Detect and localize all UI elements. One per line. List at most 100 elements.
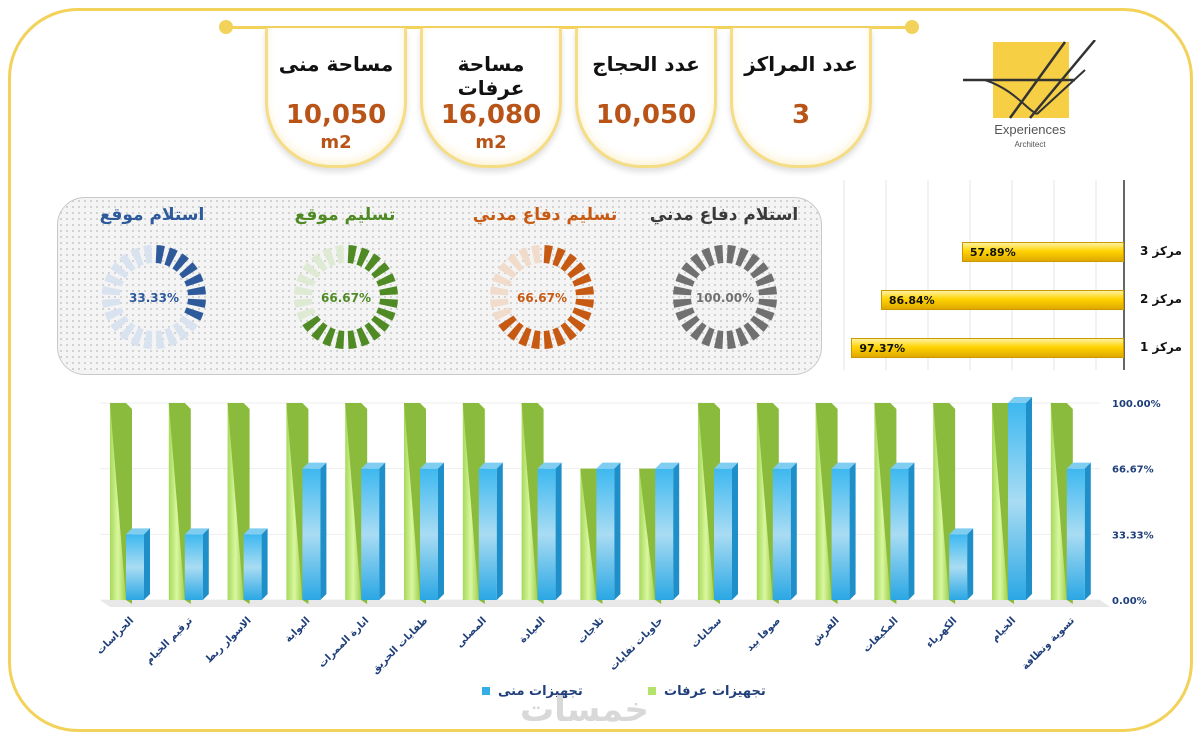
kpi-unit: m2: [475, 132, 507, 153]
gauge-title-civil-receive: استلام دفاع مدني: [649, 205, 799, 225]
gauge-segment: [560, 322, 577, 341]
bar-mina-side: [496, 462, 503, 600]
legend-swatch-mina: [482, 687, 490, 695]
gauge-segment: [492, 307, 512, 321]
center-label-2: مركز 2: [1140, 292, 1182, 306]
category-label: الخيام: [989, 615, 1018, 644]
gauge-segment: [302, 315, 321, 332]
bar-mina-top: [243, 528, 268, 535]
gauge-segment: [164, 247, 178, 267]
category-label: المصلى: [454, 615, 489, 650]
gauge-segment: [119, 322, 136, 341]
bar-mina: [126, 534, 144, 600]
category-label: انارة الممرات: [317, 615, 372, 670]
gauge-segment: [531, 330, 541, 349]
gauge-segment: [184, 273, 204, 287]
gauge-segment: [726, 245, 736, 264]
gauge-value: 66.67%: [321, 291, 371, 305]
gauge-segment: [543, 330, 553, 349]
category-label: تسوية ونظافة: [1020, 615, 1077, 672]
bar-mina-side: [1084, 462, 1091, 600]
bar-mina-top: [655, 462, 680, 469]
center-value-1: 97.37%: [859, 342, 906, 355]
gauge-segment: [187, 286, 206, 296]
category-label: الاسوار ربط: [204, 615, 254, 665]
gauge-segment: [364, 253, 381, 272]
bar-mina-side: [320, 462, 327, 600]
gauge-segment: [335, 330, 345, 349]
gauge-segment: [302, 262, 321, 279]
gauge-segment: [567, 262, 586, 279]
gauge-segment: [758, 286, 777, 296]
gauge-segment: [143, 245, 153, 264]
gauge-segment: [110, 262, 129, 279]
bar-mina-top: [596, 462, 621, 469]
gauge-segment: [294, 298, 313, 308]
category-label: العيادة: [518, 615, 548, 645]
gauge-segment: [507, 253, 524, 272]
gauge-segment: [575, 298, 594, 308]
bar-mina-side: [790, 462, 797, 600]
gauge-segment: [376, 307, 396, 321]
bar-mina-top: [1066, 462, 1091, 469]
bar-mina-side: [261, 528, 268, 600]
gauge-segment: [179, 262, 198, 279]
bar-mina-side: [144, 528, 150, 600]
gauge-segment: [376, 273, 396, 287]
bar-mina-top: [714, 462, 738, 469]
bar-mina-top: [537, 462, 562, 469]
gauge-segment: [322, 327, 336, 347]
category-label: الفرش: [810, 615, 842, 647]
category-label: الكهرباء: [924, 615, 959, 650]
gauge-segment: [560, 253, 577, 272]
gauge-segments: [102, 245, 206, 349]
kpi-card-centers: عدد المراكز 3: [730, 28, 872, 168]
kpi-value: 10,050: [285, 100, 387, 130]
bar-mina: [1066, 468, 1085, 600]
chart-categories: الحراسات ترقيم الخيام الاسوار ربط البوابة ان…: [95, 615, 1077, 676]
gauge-segment: [518, 247, 532, 267]
chart-bars: [110, 397, 1091, 604]
bar-mina: [478, 468, 497, 600]
bar-mina-side: [673, 462, 680, 600]
gauge-segment: [750, 315, 769, 332]
gauge-segment: [155, 330, 165, 349]
gauge-segment: [714, 330, 724, 349]
gauge-segment: [347, 330, 357, 349]
gauge-segment: [735, 247, 749, 267]
gauge-segment: [673, 286, 692, 296]
bar-mina: [361, 468, 380, 600]
gauge-segment: [567, 315, 586, 332]
bar-mina-top: [478, 462, 503, 469]
bar-mina: [772, 468, 791, 600]
gauge-segment: [356, 247, 370, 267]
architect-logo: [963, 40, 1096, 119]
gauge-segment: [179, 315, 198, 332]
bar-mina-top: [1008, 397, 1032, 403]
center-value-3: 57.89%: [969, 246, 1016, 259]
gauge-segment: [335, 245, 345, 264]
gauge-segment: [743, 322, 760, 341]
legend-label-mina: تجهيزات منى: [498, 684, 583, 699]
gauge-segment: [690, 322, 707, 341]
gauge-value: 100.00%: [696, 291, 754, 305]
gauge-segment: [187, 298, 206, 308]
kpi-title: مساحة منى: [278, 52, 394, 76]
bar-mina: [831, 468, 850, 600]
gauge-segment: [543, 245, 553, 264]
gauge-title-site-deliver: تسليم موقع: [294, 205, 396, 225]
gauge-segment: [371, 315, 390, 332]
gauge-segment: [102, 286, 121, 296]
gauge-segment: [155, 245, 165, 264]
rail-dot-left: [219, 20, 233, 34]
bar-mina-side: [614, 462, 621, 600]
gauge-segment: [675, 307, 695, 321]
center-value-2: 86.84%: [888, 294, 935, 307]
gauge-segment: [507, 322, 524, 341]
gauge-segment: [119, 253, 136, 272]
category-label: ترقيم الخيام: [144, 615, 195, 666]
gauge-segment: [726, 330, 736, 349]
center-bar-1: [851, 338, 1124, 358]
gauge-segment: [296, 307, 316, 321]
chart-y-ticks: 0.00% 33.33% 66.67% 100.00%: [1112, 399, 1161, 607]
